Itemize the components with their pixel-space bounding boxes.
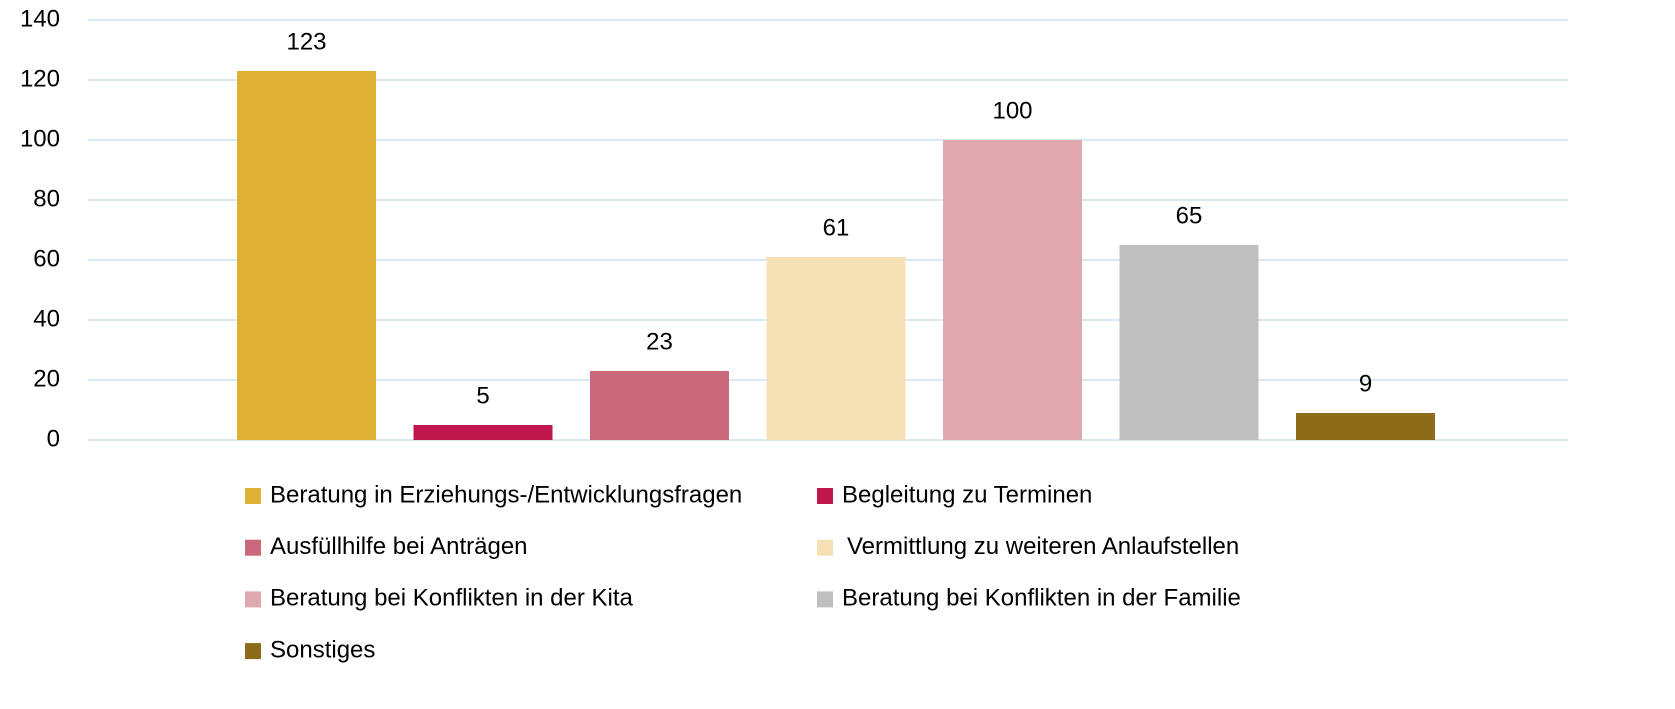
legend-label: Begleitung zu Terminen (842, 481, 1092, 508)
bar (943, 140, 1082, 440)
legend-swatch (817, 539, 833, 556)
value-label: 5 (476, 382, 489, 409)
bar (766, 257, 906, 440)
bar (590, 371, 729, 440)
legend-swatch (817, 488, 833, 504)
value-label: 9 (1359, 370, 1372, 397)
legend-swatch (245, 643, 261, 660)
y-tick-label: 140 (20, 5, 60, 32)
y-tick-label: 0 (47, 425, 60, 452)
bar (1296, 413, 1435, 440)
value-label: 123 (286, 28, 326, 55)
bar (237, 71, 376, 440)
y-tick-label: 60 (33, 245, 60, 272)
legend-label: Beratung bei Konflikten in der Kita (270, 585, 634, 612)
legend-swatch (245, 488, 261, 504)
y-tick-label: 100 (20, 125, 60, 152)
legend-swatch (817, 591, 833, 608)
legend-label: Beratung in Erziehungs-/Entwicklungsfrag… (270, 481, 742, 508)
legend-label: Ausfüllhilfe bei Anträgen (270, 533, 528, 560)
legend-label: Vermittlung zu weiteren Anlaufstellen (847, 533, 1239, 560)
legend-swatch (245, 591, 261, 608)
value-label: 100 (992, 97, 1032, 124)
legend-label: Sonstiges (270, 636, 375, 663)
y-tick-label: 80 (33, 185, 60, 212)
y-tick-label: 40 (33, 305, 60, 332)
y-tick-label: 120 (20, 65, 60, 92)
legend-label: Beratung bei Konflikten in der Familie (842, 585, 1241, 612)
y-tick-label: 20 (33, 365, 60, 392)
value-label: 23 (646, 328, 673, 355)
value-label: 61 (823, 214, 850, 241)
bar (413, 425, 553, 440)
value-label: 65 (1176, 202, 1203, 229)
legend-swatch (245, 539, 261, 556)
bar (1119, 245, 1259, 440)
